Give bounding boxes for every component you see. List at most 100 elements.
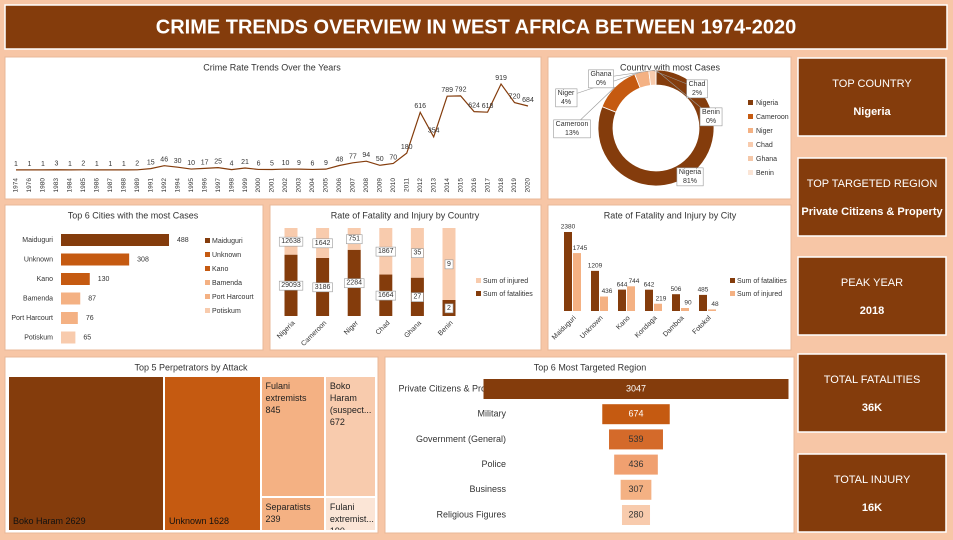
data-label: 485 [698,287,709,294]
label-box [411,292,424,302]
label-box [444,303,454,314]
treemap-cell: Separatists 239 [260,496,325,531]
data-label: 9 [324,160,328,167]
x-tick-label: 1991 [147,178,154,193]
x-tick-label: 2003 [296,178,303,193]
slice-value: 0% [706,118,716,125]
label-box [346,234,363,245]
bar [564,232,572,311]
x-tick-label: 1992 [161,178,168,193]
legend-swatch [748,114,753,119]
funnel-bar [609,429,663,450]
legend-label: Sum of fatalities [737,278,787,285]
legend-swatch [205,308,210,313]
data-label: 12638 [281,238,301,245]
data-label: 1 [108,161,112,168]
x-tick-label: 1989 [134,178,141,193]
y-tick-label: Private Citizens & Property [398,383,506,393]
bar [61,292,81,305]
kpi-label: TOP TARGETED REGION [807,178,938,190]
bar [61,234,169,246]
cell-name: Boko Haram [13,516,64,526]
slice-label: Nigeria 81% [679,169,701,185]
cell-name: Boko Haram (suspect... [329,381,372,415]
data-label: 751 [348,236,360,243]
chart-title: Rate of Fatality and Injury by City [604,210,737,220]
data-label: 9 [447,261,451,268]
chart-title: Rate of Fatality and Injury by Country [331,210,480,220]
kpi-label: PEAK YEAR [841,277,903,289]
slice-value: 4% [561,99,571,106]
x-tick-label: 1980 [40,178,47,193]
legend-label: Maiduguri [212,238,243,245]
y-tick-label: Business [469,484,506,494]
x-tick-label: 1996 [201,178,208,193]
data-label: 792 [455,87,467,94]
bar [645,289,653,311]
pie-slice [597,69,715,187]
label-box [699,107,723,127]
kpi-value: 16K [862,502,882,514]
data-label: 1 [95,161,99,168]
data-label: 94 [362,152,370,159]
cell-label: Boko Haram 2629 [13,515,86,527]
data-label: 1 [122,161,126,168]
x-tick-label: 2017 [484,178,491,193]
bar [618,289,626,311]
data-label: 1664 [378,292,394,299]
label-box [312,238,333,249]
cell-name: Unknown [168,516,207,526]
data-label: 1 [28,161,32,168]
legend-swatch [205,238,210,243]
data-label: 2 [447,305,451,312]
legend-label: Nigeria [756,100,778,107]
cell-value: 190 [329,525,345,531]
cell-label: Fulani extremist... 190 [329,501,374,531]
x-tick-label: 1986 [94,178,101,193]
funnel-bar [602,404,670,425]
chart-title: Country with most Cases [620,62,721,72]
treemap-cell: Boko Haram (suspect... 672 [324,376,376,497]
data-label: 87 [88,295,96,302]
data-label: 3 [54,161,58,168]
x-tick-label: 2004 [309,178,316,193]
kpi-card [797,256,947,336]
cell-value: 239 [265,513,281,524]
data-label: 2380 [561,224,576,231]
data-label: 436 [602,288,613,295]
data-label: 308 [137,256,149,263]
data-label: 17 [201,159,209,166]
title-bar [4,4,948,50]
data-label: 436 [628,459,643,469]
data-label: 1 [41,161,45,168]
data-label: 48 [335,156,343,163]
x-tick-label: 1999 [242,178,249,193]
chart-title: Crime Rate Trends Over the Years [203,62,341,72]
y-tick-label: Military [478,409,507,419]
bar [627,286,635,311]
bar [573,253,581,311]
label-box [312,282,333,293]
data-label: 6 [257,160,261,167]
x-tick-label: 2006 [336,178,343,193]
x-tick-label: 1994 [174,178,181,193]
legend-swatch [748,100,753,105]
data-label: 624 [468,102,480,109]
data-label: 1 [14,161,18,168]
label-box [444,259,454,270]
kpi-value: Nigeria [853,106,891,118]
data-label: 789 [441,87,453,94]
x-tick-label: 1997 [215,178,222,193]
y-tick-label: Bamenda [23,295,53,302]
slice-name: Nigeria [679,169,701,176]
data-label: 1209 [588,263,603,270]
slice-value: 13% [565,130,579,137]
cell-label: Boko Haram (suspect... 672 [329,380,372,428]
x-tick-label: 1998 [228,178,235,193]
data-label: 3047 [626,383,646,393]
cell-value: 1628 [209,516,230,526]
data-label: 25 [214,159,222,166]
data-label: 919 [495,75,507,82]
data-label: 616 [414,103,426,110]
